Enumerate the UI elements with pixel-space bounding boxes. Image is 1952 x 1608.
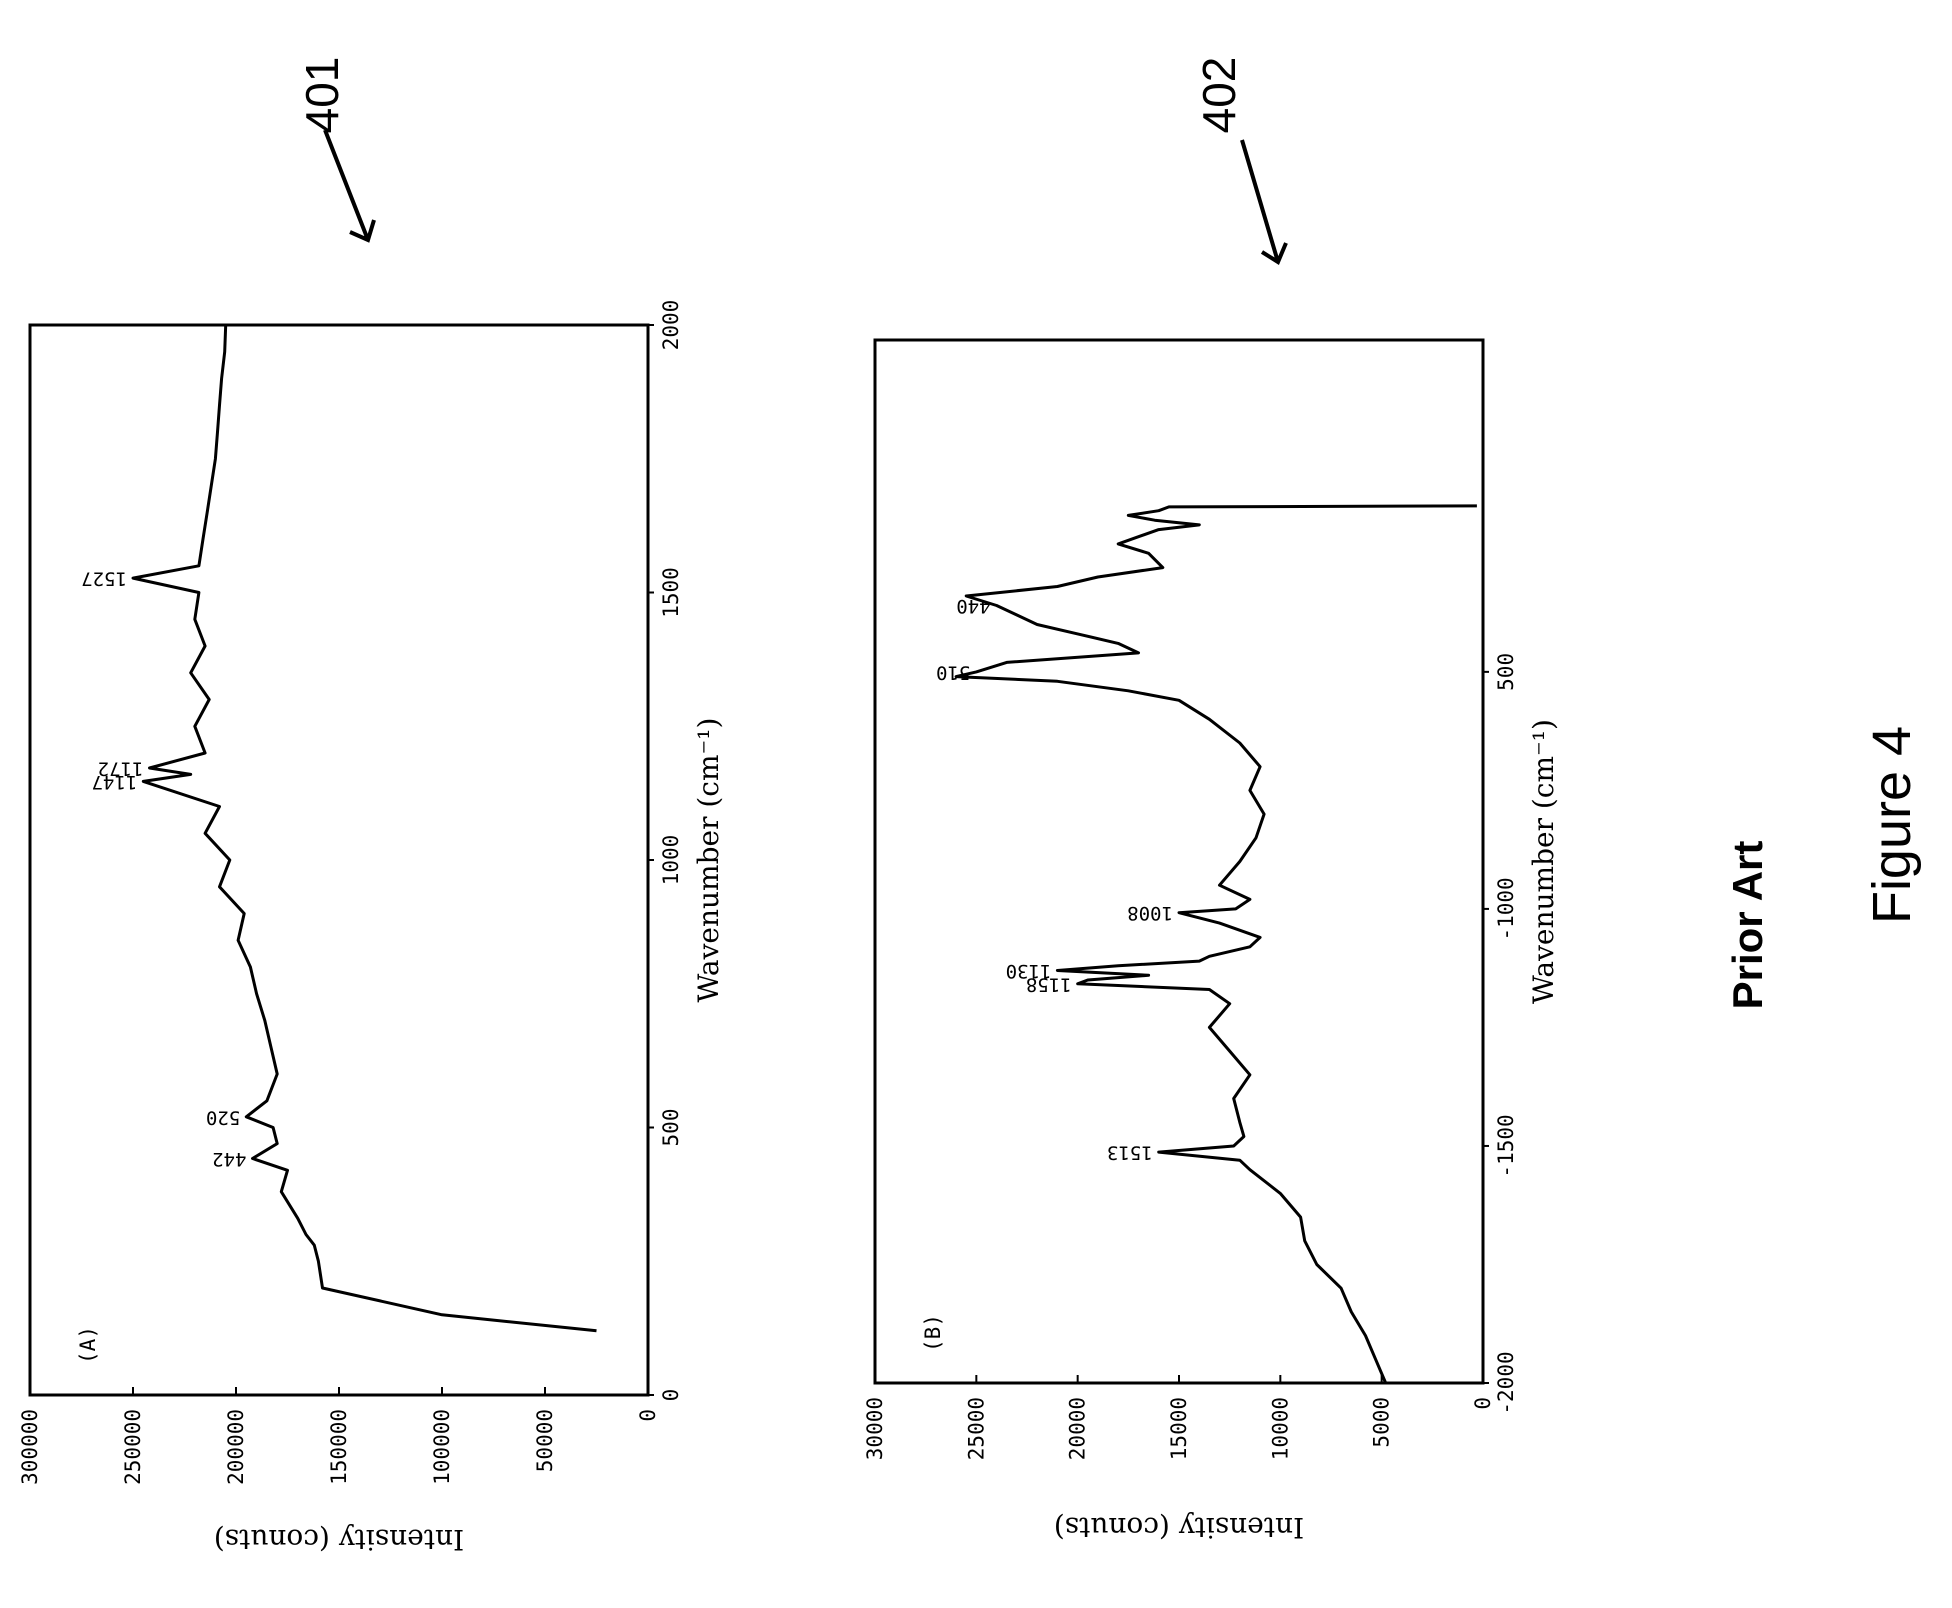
ref-401: 401 <box>296 57 348 134</box>
panel-tag: (B) <box>921 1314 945 1352</box>
spectrum-line <box>954 504 1477 1384</box>
panel-a: 0 50000 100000 150000 200000 250000 300000 2000… <box>18 300 725 1556</box>
wavenumber-tick-label: 1500 <box>659 567 683 618</box>
intensity-tick-label: 300000 <box>18 1409 42 1485</box>
prior-art-label: Prior Art <box>1724 841 1771 1010</box>
plot-frame <box>28 323 650 1397</box>
intensity-tick-label: 30000 <box>863 1397 887 1460</box>
peak-label: 1008 <box>1127 902 1173 924</box>
intensity-tick-label: 50000 <box>533 1409 557 1472</box>
peak-label: 1147 <box>92 771 138 793</box>
plot-frame <box>873 338 1485 1385</box>
wavenumber-tick-label: 2000 <box>659 300 683 351</box>
intensity-tick-label: 150000 <box>327 1409 351 1485</box>
intensity-tick-label: 15000 <box>1167 1397 1191 1460</box>
ref-401-arrow <box>323 129 376 243</box>
intensity-tick-label: 5000 <box>1370 1397 1394 1448</box>
x-axis-label: Wavenumber (cm⁻¹) <box>692 718 725 1003</box>
wavenumber-tick-label: 1000 <box>659 835 683 886</box>
y-axis-label: Intensity (conuts) <box>214 1523 464 1556</box>
figure-title: Figure 4 <box>1862 726 1922 924</box>
wavenumber-tick-label: -1500 <box>1494 1114 1518 1177</box>
intensity-tick-label: 100000 <box>430 1409 454 1485</box>
panel-b: 0 5000 10000 15000 20000 25000 30000 500 -1000 -1… <box>863 338 1560 1544</box>
intensity-tick-label: 0 <box>636 1409 660 1422</box>
peak-label: 1527 <box>81 568 127 590</box>
peak-label: 1172 <box>98 757 144 779</box>
peak-label: 1158 <box>1026 973 1072 995</box>
y-axis-label: Intensity (conuts) <box>1054 1511 1304 1544</box>
peak-label: 1513 <box>1107 1142 1153 1164</box>
peak-label: 520 <box>206 1106 240 1128</box>
peak-label: 1130 <box>1006 960 1052 982</box>
intensity-tick-label: 250000 <box>121 1409 145 1485</box>
peak-label: 440 <box>956 595 990 617</box>
ref-402: 402 <box>1193 57 1245 134</box>
wavenumber-tick-label: -2000 <box>1494 1351 1518 1414</box>
panel-tag: (A) <box>76 1326 100 1364</box>
intensity-tick-label: 10000 <box>1268 1397 1292 1460</box>
intensity-tick-label: 20000 <box>1066 1397 1090 1460</box>
peak-label: 510 <box>936 661 970 683</box>
intensity-tick-label: 25000 <box>964 1397 988 1460</box>
intensity-tick-label: 200000 <box>224 1409 248 1485</box>
wavenumber-tick-label: -1000 <box>1494 877 1518 940</box>
wavenumber-tick-label: 0 <box>659 1389 683 1402</box>
peak-label: 442 <box>212 1148 246 1170</box>
x-axis-label: Wavenumber (cm⁻¹) <box>1527 719 1560 1004</box>
ref-402-arrow <box>1240 139 1288 265</box>
wavenumber-tick-label: 500 <box>659 1109 683 1147</box>
wavenumber-tick-label: 500 <box>1494 653 1518 691</box>
spectrum-line <box>131 324 597 1333</box>
intensity-tick-label: 0 <box>1471 1397 1495 1410</box>
